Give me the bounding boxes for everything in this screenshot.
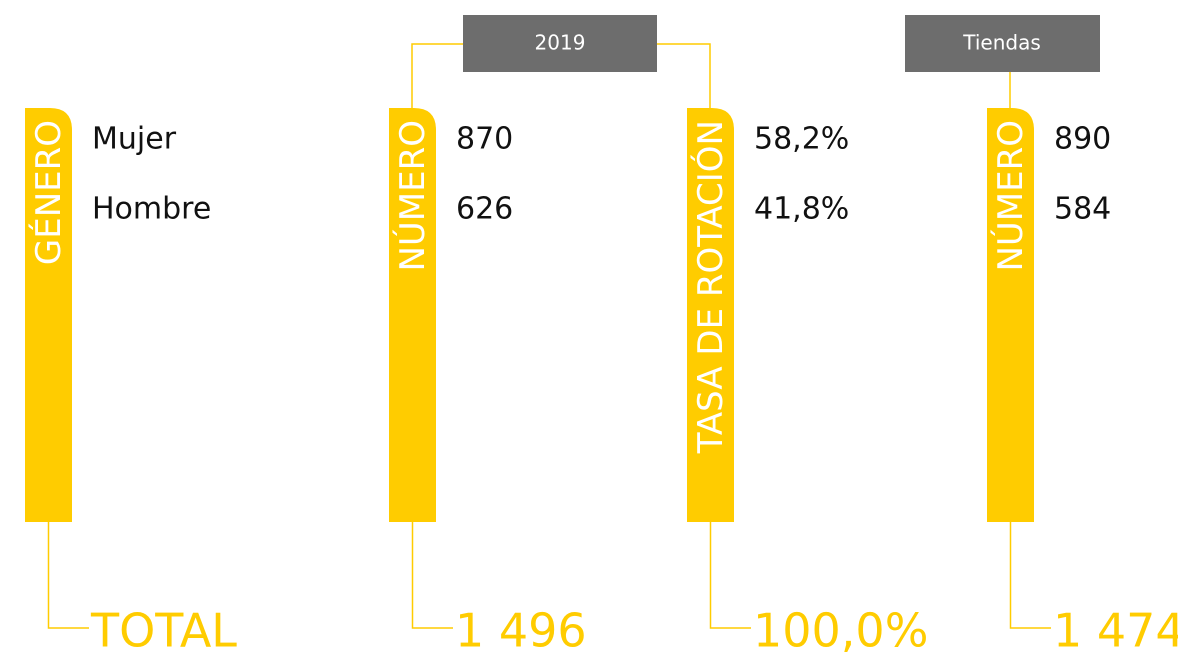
row-value: Mujer [92, 122, 177, 157]
row-value: Hombre [92, 192, 211, 227]
year-box [463, 15, 657, 72]
connector [411, 43, 463, 108]
row-value: 58,2% [754, 122, 849, 157]
row-value: 870 [456, 122, 513, 157]
row-value: 890 [1054, 122, 1111, 157]
row-value: 626 [456, 192, 513, 227]
total: TOTAL [90, 604, 237, 658]
stores-label: Tiendas [962, 31, 1041, 55]
stores-box [905, 15, 1100, 72]
label-bar [389, 108, 436, 522]
connector [709, 522, 751, 629]
year-label: 2019 [535, 31, 586, 55]
total: 1 474 [1053, 604, 1178, 658]
connector [411, 522, 453, 629]
label-bar [25, 108, 72, 522]
column-label: TASA DE ROTACIÓN [690, 120, 731, 454]
label-bar [987, 108, 1034, 522]
column-label: GÉNERO [28, 120, 69, 265]
row-value: 41,8% [754, 192, 849, 227]
label-bar [687, 108, 734, 522]
column-label: NÚMERO [990, 120, 1031, 272]
column-label: NÚMERO [392, 120, 433, 272]
connector [47, 522, 89, 629]
total: 100,0% [753, 604, 928, 658]
total: 1 496 [455, 604, 587, 658]
row-value: 584 [1054, 192, 1111, 227]
connector [1009, 522, 1051, 629]
connector [657, 43, 711, 108]
